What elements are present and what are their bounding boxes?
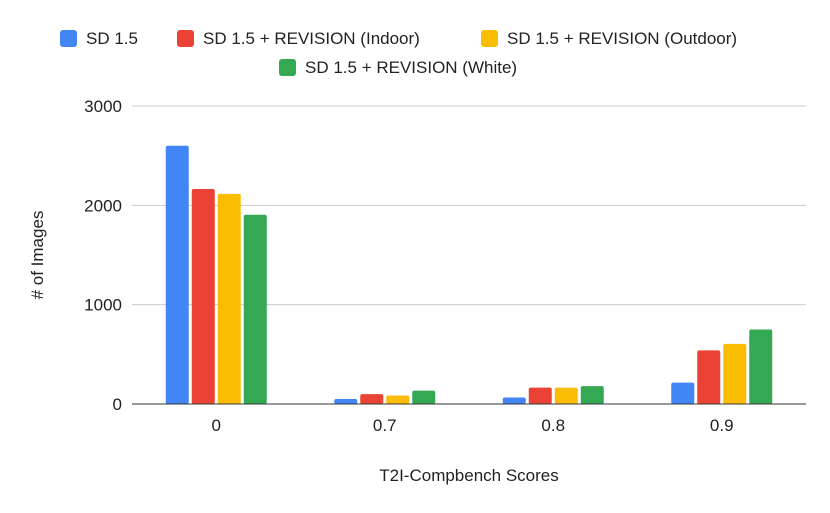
bar-3-0_8	[554, 387, 578, 404]
legend-swatch	[177, 30, 194, 47]
legend-swatch	[60, 30, 77, 47]
bar-2-0_9	[697, 350, 721, 404]
y-axis-ticks: 0 1000 2000 3000	[84, 97, 122, 414]
bars	[165, 145, 773, 404]
bar-1-0_8	[502, 397, 526, 404]
x-tick-label: 0	[212, 416, 221, 435]
bar-3-0	[217, 193, 241, 404]
x-tick-label: 0.9	[710, 416, 734, 435]
x-axis-title: T2I-Compbench Scores	[379, 466, 559, 485]
bar-4-0	[243, 214, 267, 404]
legend-label: SD 1.5 + REVISION (Outdoor)	[507, 29, 737, 48]
y-tick-label: 2000	[84, 196, 122, 215]
legend-swatch	[279, 59, 296, 76]
bar-1-0_7	[334, 399, 358, 404]
legend-swatch	[481, 30, 498, 47]
y-tick-label: 3000	[84, 97, 122, 116]
legend: SD 1.5 SD 1.5 + REVISION (Indoor) SD 1.5 +…	[60, 29, 737, 77]
bar-1-0_9	[671, 382, 695, 404]
x-tick-label: 0.7	[373, 416, 397, 435]
y-axis-title: # of Images	[28, 211, 47, 300]
legend-label: SD 1.5 + REVISION (Indoor)	[203, 29, 420, 48]
bar-2-0	[191, 188, 215, 404]
bar-3-0_7	[386, 395, 410, 404]
legend-label: SD 1.5 + REVISION (White)	[305, 58, 517, 77]
bar-2-0_7	[360, 394, 384, 404]
legend-label: SD 1.5	[86, 29, 138, 48]
x-tick-label: 0.8	[541, 416, 565, 435]
y-tick-label: 1000	[84, 296, 122, 315]
bar-4-0_8	[580, 386, 604, 404]
bar-2-0_8	[528, 387, 552, 404]
x-axis-ticks: 0 0.7 0.8 0.9	[212, 416, 734, 435]
bar-4-0_9	[749, 329, 773, 404]
y-tick-label: 0	[113, 395, 122, 414]
bar-1-0	[165, 145, 189, 404]
bar-4-0_7	[412, 390, 436, 404]
bar-3-0_9	[723, 343, 747, 404]
